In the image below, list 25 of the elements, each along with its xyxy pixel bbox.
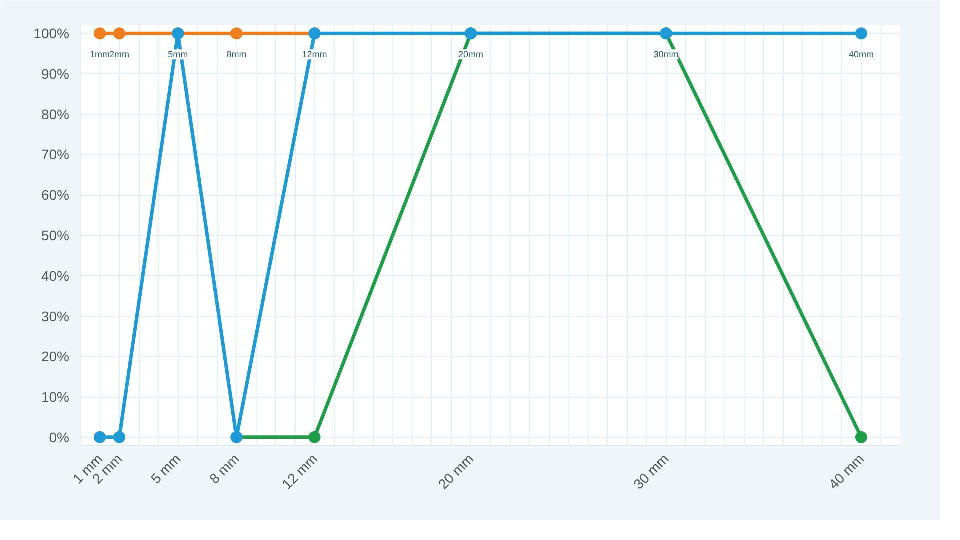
y-tick-label: 40% [41, 268, 70, 284]
y-tick-label: 0% [49, 429, 70, 446]
annotation: 5mm [168, 50, 188, 60]
x-tick-label: 12 mm [278, 450, 320, 492]
y-tick-label: 70% [41, 146, 70, 163]
x-tick-label: 20 mm [435, 450, 477, 492]
y-tick-label: 60% [41, 187, 70, 204]
y-tick-label: 10% [41, 389, 70, 406]
x-tick-label: 40 mm [826, 450, 868, 492]
y-tick-label: 90% [41, 66, 70, 82]
annotation: 1mm [90, 50, 110, 60]
annotation: 12mm [302, 50, 328, 60]
annotation: 30mm [654, 50, 679, 60]
annotation: 20mm [458, 50, 484, 60]
x-tick-label: 8 mm [206, 450, 242, 487]
y-tick-label: 100% [34, 26, 70, 42]
y-tick-label: 80% [41, 106, 70, 122]
y-tick-label: 30% [41, 308, 70, 324]
annotation: 40mm [848, 50, 874, 60]
x-tick-label: 30 mm [630, 450, 672, 492]
x-tick-label: 5 mm [148, 450, 184, 487]
annotation: 8mm [226, 50, 247, 60]
annotation: 2mm [110, 50, 130, 60]
y-tick-label: 50% [41, 228, 70, 244]
y-tick-label: 20% [41, 348, 70, 365]
